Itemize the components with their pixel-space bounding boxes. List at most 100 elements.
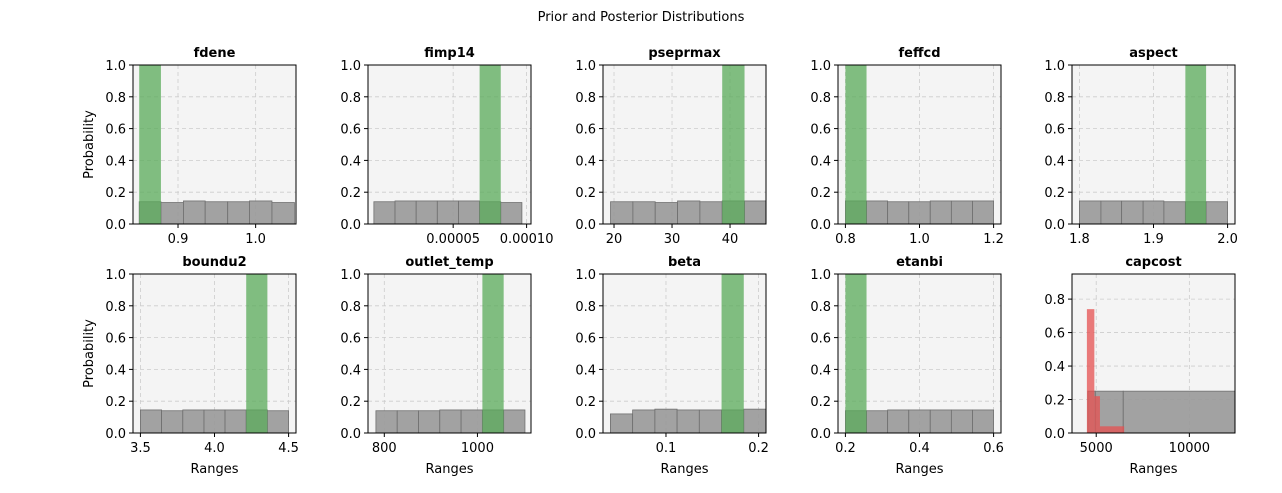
posterior-bar — [721, 274, 744, 433]
axes-frame — [132, 64, 297, 225]
prior-bar — [972, 409, 994, 433]
y-tick-label: 0.0 — [340, 218, 361, 233]
y-tick-label: 0.2 — [340, 395, 361, 410]
bars — [1079, 65, 1228, 224]
y-tick-label: 0.0 — [575, 218, 596, 233]
posterior-bar — [482, 274, 504, 433]
prior-bar — [610, 201, 634, 224]
posterior-bar-red — [1099, 426, 1125, 433]
y-tick-label: 0.0 — [105, 218, 126, 233]
prior-bar — [415, 200, 438, 224]
x-tick-label: 30 — [664, 232, 681, 247]
plot-area — [368, 274, 531, 433]
y-axis-label: Probability — [82, 319, 97, 388]
y-tick-label: 0.6 — [1044, 327, 1065, 342]
y-tick-label: 0.4 — [340, 154, 361, 169]
y-tick-label: 0.4 — [1044, 360, 1065, 375]
subplot-pseprmax: 20 30 40 0.0 0.2 0.4 0.6 0.8 1.0 pseprmax — [575, 46, 767, 247]
prior-bar — [140, 409, 162, 433]
prior-bar — [439, 409, 462, 433]
subplot-title: capcost — [1125, 255, 1181, 270]
y-tick-label: 1.0 — [1044, 59, 1065, 74]
prior-bar — [1142, 200, 1165, 224]
y-tick-label: 0.8 — [105, 91, 126, 106]
x-tick-label: 1000 — [461, 441, 494, 456]
x-tick-label: 0.00010 — [500, 232, 554, 247]
subplot-title: beta — [668, 255, 701, 270]
prior-bar — [1121, 200, 1144, 224]
plot-area — [368, 65, 531, 224]
prior-bar — [396, 410, 419, 433]
x-tick-label: 1.2 — [983, 232, 1004, 247]
prior-bar — [654, 202, 678, 224]
subplot-beta: 0.1 0.2 0.0 0.2 0.4 0.6 0.8 1.0 beta Ranges — [575, 255, 769, 477]
x-tick-label: 0.00005 — [426, 232, 480, 247]
prior-bar — [418, 410, 441, 433]
prior-bar — [394, 200, 417, 224]
x-tick-label: 0.4 — [909, 441, 930, 456]
y-tick-label: 0.6 — [575, 123, 596, 138]
prior-bar — [160, 202, 184, 224]
subplot-title: fdene — [194, 46, 236, 61]
y-tick-label: 0.8 — [1044, 293, 1065, 308]
x-axis-label: Ranges — [1130, 462, 1178, 477]
x-tick-label: 800 — [372, 441, 397, 456]
subplot-title: feffcd — [898, 46, 940, 61]
y-tick-label: 0.0 — [810, 427, 831, 442]
subplot-title: etanbi — [896, 255, 943, 270]
y-tick-label: 0.2 — [340, 186, 361, 201]
prior-bar — [460, 409, 483, 433]
y-tick-label: 0.8 — [575, 91, 596, 106]
subplot-feffcd: 0.8 1.0 1.2 0.0 0.2 0.4 0.6 0.8 1.0 feffcd — [810, 46, 1004, 247]
prior-bar — [677, 200, 701, 224]
prior-bar — [929, 409, 952, 433]
subplot-fimp14: 0.00005 0.00010 0.0 0.2 0.4 0.6 0.8 1.0 fimp14 — [340, 46, 553, 247]
prior-bar — [632, 409, 656, 433]
prior-bar — [183, 200, 206, 224]
x-axis-label: Ranges — [426, 462, 474, 477]
prior-bar — [436, 200, 459, 224]
prior-bar — [950, 409, 973, 433]
x-tick-label: 5000 — [1080, 441, 1113, 456]
prior-bar — [908, 201, 931, 224]
prior-bar — [908, 409, 931, 433]
y-tick-label: 0.4 — [340, 363, 361, 378]
x-tick-label: 10000 — [1169, 441, 1210, 456]
prior-bar — [203, 409, 226, 433]
posterior-bar — [845, 65, 867, 224]
posterior-bar — [139, 65, 161, 224]
prior-bar — [271, 202, 295, 224]
subplot-title: fimp14 — [424, 46, 475, 61]
prior-bar — [676, 409, 700, 433]
posterior-bar-red — [1094, 396, 1100, 433]
axes-frame — [367, 273, 532, 434]
prior-bar — [743, 408, 766, 433]
bars — [375, 274, 526, 433]
x-axis-label: Ranges — [191, 462, 239, 477]
subplot-fdene: 0.9 1.0 0.0 0.2 0.4 0.6 0.8 1.0 fdene Probability — [82, 46, 297, 247]
prior-bar — [950, 200, 973, 224]
x-tick-label: 1.9 — [1143, 232, 1164, 247]
prior-bar — [1163, 201, 1186, 224]
x-tick-label: 0.8 — [835, 232, 856, 247]
prior-bar — [267, 410, 289, 433]
x-tick-label: 1.8 — [1069, 232, 1090, 247]
y-tick-label: 0.8 — [810, 91, 831, 106]
subplot-outlet-temp: 800 1000 0.0 0.2 0.4 0.6 0.8 1.0 outlet_temp Rang… — [340, 255, 532, 477]
prior-bar — [610, 413, 634, 433]
y-tick-label: 0.8 — [105, 300, 126, 315]
subplot-grid: 0.9 1.0 0.0 0.2 0.4 0.6 0.8 1.0 fdene Probability… — [82, 46, 1238, 477]
prior-bar — [161, 410, 184, 433]
bars — [138, 65, 295, 224]
prior-bar — [654, 408, 678, 433]
y-tick-label: 0.6 — [810, 123, 831, 138]
prior-bar — [375, 410, 398, 433]
prior-bar — [224, 409, 247, 433]
x-tick-label: 0.1 — [656, 441, 677, 456]
subplot-aspect: 1.8 1.9 2.0 0.0 0.2 0.4 0.6 0.8 1.0 aspect — [1044, 46, 1238, 247]
prior-bar — [182, 409, 205, 433]
prior-bar — [227, 201, 250, 224]
y-tick-label: 0.6 — [575, 332, 596, 347]
prior-bar — [458, 200, 481, 224]
